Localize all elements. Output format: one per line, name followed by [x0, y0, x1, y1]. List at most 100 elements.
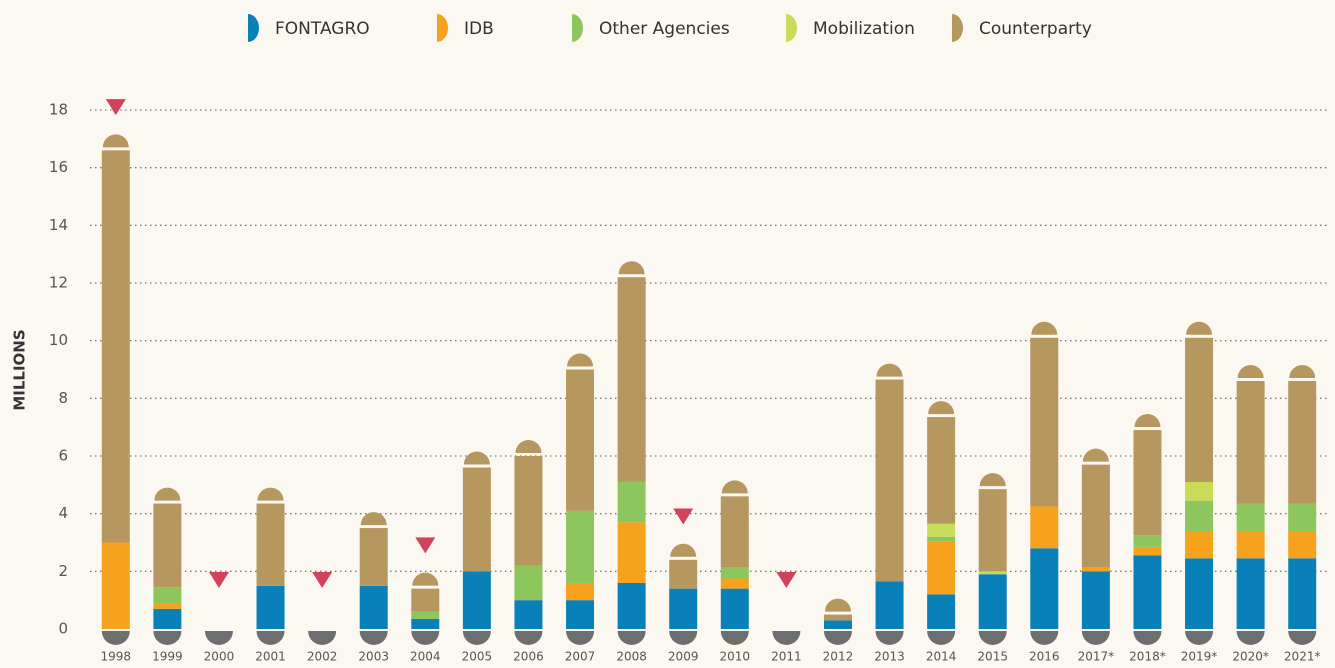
bar-cap	[257, 487, 284, 501]
bar-base	[927, 631, 956, 645]
bar-base	[1185, 631, 1214, 645]
x-tick-label: 2015	[977, 650, 1008, 664]
legend-icon	[437, 14, 448, 42]
x-tick-label: 2019*	[1181, 650, 1218, 664]
bar-segment	[1236, 381, 1265, 504]
bar-segment	[720, 567, 749, 579]
x-tick-label: 2021*	[1284, 650, 1321, 664]
bar-segment	[927, 536, 956, 542]
bar-segment	[1236, 558, 1265, 629]
bar-base	[1133, 631, 1162, 645]
bar-segment	[1133, 546, 1162, 556]
x-tick-label: 2020*	[1232, 650, 1269, 664]
bar-segment	[153, 587, 182, 604]
bar-cap	[1289, 365, 1316, 379]
bar-cap	[721, 480, 748, 494]
bar-segment	[566, 582, 595, 601]
bar-cap	[1031, 321, 1058, 335]
bar-segment	[359, 528, 388, 586]
x-tick-label: 2011	[771, 650, 802, 664]
bar-cap	[670, 543, 697, 557]
bar-base	[823, 631, 852, 645]
bar-base	[875, 631, 904, 645]
legend-label: Other Agencies	[599, 19, 730, 39]
bar-segment	[1288, 530, 1317, 559]
bar-cap	[928, 401, 955, 415]
flag-marker	[105, 99, 126, 116]
bar-segment	[153, 603, 182, 609]
x-tick-label: 2009	[668, 650, 699, 664]
legend-icon	[248, 14, 259, 42]
y-tick-label: 8	[58, 389, 68, 407]
bar-base	[669, 631, 698, 645]
bar-segment	[1081, 567, 1110, 572]
bar-base	[978, 631, 1007, 645]
bar-base	[1081, 631, 1110, 645]
bar-segment	[927, 541, 956, 595]
bar-segment	[1030, 548, 1059, 629]
x-tick-label: 2008	[616, 650, 647, 664]
legend-label: FONTAGRO	[275, 19, 370, 39]
x-tick-label: 1999	[152, 650, 183, 664]
bar-segment	[462, 571, 491, 629]
bar-cap	[412, 572, 439, 586]
y-tick-label: 2	[58, 562, 68, 580]
y-tick-label: 6	[58, 447, 68, 465]
x-tick-label: 2003	[358, 650, 389, 664]
bar-segment	[978, 489, 1007, 572]
bar-cap	[618, 261, 645, 275]
x-tick-label: 2018*	[1129, 650, 1166, 664]
bar-segment	[1133, 535, 1162, 547]
bar-segment	[514, 456, 543, 566]
bar-cap	[515, 440, 542, 453]
bar-segment	[566, 600, 595, 629]
bar-base	[359, 631, 388, 645]
flag-marker	[312, 571, 333, 588]
bar-segment	[1185, 500, 1214, 531]
bar-segment	[720, 578, 749, 589]
legend-label: Mobilization	[813, 19, 915, 39]
bar-base	[411, 631, 440, 645]
legend-icon	[572, 14, 583, 42]
bar-segment	[1030, 337, 1059, 507]
bar-segment	[153, 503, 182, 588]
y-tick-label: 10	[49, 331, 68, 349]
bar-base	[462, 631, 491, 645]
y-tick-label: 18	[49, 101, 68, 119]
bar-segment	[1288, 381, 1317, 504]
bar-segment	[411, 618, 440, 629]
bar-segment	[617, 522, 646, 583]
bar-segment	[514, 565, 543, 601]
bar-segment	[101, 542, 130, 629]
x-tick-label: 2017*	[1078, 650, 1115, 664]
x-tick-label: 2010	[720, 650, 751, 664]
bar-segment	[875, 379, 904, 582]
bar-segment	[1133, 430, 1162, 536]
bar-base	[566, 631, 595, 645]
bar-cap	[567, 353, 594, 367]
bar-base	[204, 631, 233, 645]
bar-base	[772, 631, 801, 645]
bar-segment	[256, 503, 285, 586]
legend-label: Counterparty	[979, 19, 1092, 39]
bar-segment	[566, 369, 595, 511]
bar-cap	[979, 473, 1006, 487]
bar-base	[101, 631, 130, 645]
legend-icon	[952, 14, 963, 42]
bar-cap	[876, 363, 903, 377]
x-tick-label: 2004	[410, 650, 441, 664]
y-axis-label: MILLIONS	[11, 329, 29, 410]
x-tick-label: 2001	[255, 650, 286, 664]
bar-segment	[1288, 503, 1317, 531]
x-tick-label: 2002	[307, 650, 338, 664]
bar-cap	[1082, 448, 1109, 462]
x-tick-label: 2000	[204, 650, 235, 664]
bar-segment	[669, 559, 698, 589]
bar-base	[617, 631, 646, 645]
flag-marker	[415, 537, 436, 554]
x-tick-label: 1998	[101, 650, 132, 664]
bar-segment	[1030, 506, 1059, 549]
bar-segment	[1288, 558, 1317, 629]
bar-segment	[720, 588, 749, 629]
bar-cap	[102, 134, 129, 148]
